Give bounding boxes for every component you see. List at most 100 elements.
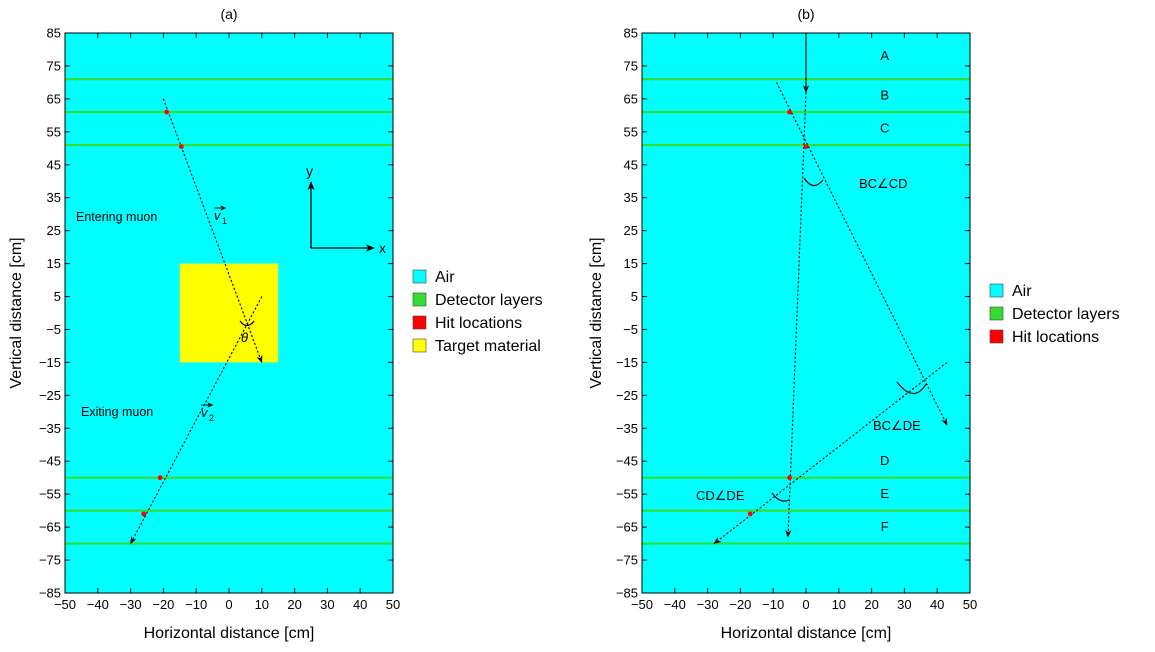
hit-location-marker: [803, 144, 809, 150]
y-tick-label: 25: [624, 223, 638, 238]
panel-a-hit-markers: [141, 109, 184, 517]
y-tick-label: 25: [47, 223, 61, 238]
x-tick-label: −30: [697, 597, 719, 612]
panel-a-v1-label: v 1: [214, 205, 227, 226]
x-tick-label: −40: [664, 597, 686, 612]
y-tick-label: 85: [47, 26, 61, 41]
panel-b-hit-markers: [747, 109, 809, 517]
hit-location-marker: [179, 144, 184, 150]
panel-a-muon-tracks: [130, 98, 263, 545]
y-tick-label: −85: [39, 586, 61, 601]
panel-a-detector-layers: [65, 78, 393, 545]
y-tick-label: −65: [616, 520, 638, 535]
panel-a-theta-arc: [239, 320, 255, 327]
y-tick-label: −5: [46, 322, 61, 337]
x-tick-label: −10: [185, 597, 207, 612]
x-tick-label: 10: [255, 597, 269, 612]
panel-a-axis-symbol-y: y: [306, 163, 313, 179]
panel-a-coordinate-axes-icon: y x: [306, 163, 386, 256]
hit-location-marker: [157, 475, 163, 481]
panel-a-v2-subscript: 2: [209, 413, 214, 423]
x-tick-label: 0: [802, 597, 809, 612]
layer-letter-label: B: [880, 88, 889, 103]
x-tick-label: 0: [225, 597, 232, 612]
hit-location-marker: [787, 475, 792, 481]
x-tick-label: 30: [897, 597, 911, 612]
legend-label-detector: Detector layers: [435, 292, 543, 309]
panel-b-y-ticks: 85 75 65 55 45 35 25 15 5 −5 −15 −25 −35 −45 −55 −65 −75…: [616, 26, 970, 601]
y-tick-label: 55: [624, 124, 638, 139]
y-tick-label: 65: [624, 91, 638, 106]
panel-a-x-ticks: −50 −40 −30 −20 −10 0 10 20 30 40 50: [54, 33, 400, 612]
panel-b-angle-arc-bc-cd: [803, 177, 824, 187]
x-tick-label: 40: [353, 597, 367, 612]
y-tick-label: 35: [47, 190, 61, 205]
y-tick-label: −25: [39, 388, 61, 403]
layer-letter-label: A: [880, 48, 889, 63]
y-tick-label: −85: [616, 586, 638, 601]
panel-a-v2-label: v 2: [201, 402, 214, 423]
x-tick-label: 30: [320, 597, 334, 612]
layer-letter-label: E: [880, 486, 889, 501]
legend-label-air: Air: [1012, 283, 1032, 300]
muon-track-line: [775, 82, 948, 426]
panel-b-y-axis-title: Vertical distance [cm]: [588, 237, 605, 388]
muon-track-line: [130, 296, 263, 545]
x-tick-label: −10: [762, 597, 784, 612]
panel-a-exiting-muon-label: Exiting muon: [81, 405, 153, 419]
y-tick-label: 15: [624, 256, 638, 271]
panel-a-legend: Air Detector layers Hit locations Target ma…: [412, 269, 543, 355]
x-tick-label: −20: [729, 597, 751, 612]
y-tick-label: 35: [624, 190, 638, 205]
y-tick-label: −35: [616, 421, 638, 436]
hit-location-marker: [141, 511, 147, 517]
muon-track-line: [162, 98, 263, 364]
legend-swatch-detector: [989, 306, 1004, 321]
y-tick-label: 75: [47, 58, 61, 73]
legend-swatch-air: [989, 283, 1004, 298]
y-tick-label: −5: [623, 322, 638, 337]
panel-a-entering-muon-label: Entering muon: [76, 210, 157, 224]
hit-location-marker: [787, 109, 792, 115]
panel-b-angle-label-bc-de: BC∠DE: [873, 418, 921, 433]
panel-a-y-ticks: 85 75 65 55 45 35 25 15 5 −5 −15 −25 −35 −45 −55 −65 −75…: [39, 26, 393, 601]
panel-a: (a) θ y x Entering muon Exiting muon v 1…: [8, 6, 400, 642]
panel-a-target-material: [179, 263, 279, 363]
panel-a-title: (a): [220, 6, 237, 22]
layer-letter-label: F: [881, 519, 889, 534]
layer-letter-label: D: [880, 453, 889, 468]
hit-location-marker: [747, 511, 753, 517]
y-tick-label: 15: [47, 256, 61, 271]
x-tick-label: 50: [963, 597, 977, 612]
y-tick-label: −35: [39, 421, 61, 436]
panel-b-angle-arc-bc-de: [896, 381, 927, 395]
panel-b-air-background: [642, 33, 970, 593]
legend-label-detector: Detector layers: [1012, 306, 1120, 323]
panel-a-v2-base: v: [201, 405, 209, 420]
x-tick-label: 10: [832, 597, 846, 612]
panel-b-angle-label-cd-de: CD∠DE: [696, 488, 745, 503]
panel-b-muon-tracks: [713, 33, 948, 545]
panel-a-theta-label: θ: [241, 330, 248, 345]
y-tick-label: −15: [39, 355, 61, 370]
panel-a-v1-base: v: [214, 208, 222, 223]
panel-b-angle-label-bc-cd: BC∠CD: [859, 176, 908, 191]
legend-swatch-air: [412, 269, 427, 284]
y-tick-label: 45: [47, 157, 61, 172]
legend-label-air: Air: [435, 269, 455, 286]
y-tick-label: 65: [47, 91, 61, 106]
y-tick-label: 5: [631, 289, 638, 304]
panel-a-y-axis-title: Vertical distance [cm]: [8, 237, 25, 388]
panel-a-v1-subscript: 1: [222, 216, 227, 226]
muon-track-line: [713, 361, 948, 545]
panel-b-title: (b): [797, 6, 814, 22]
y-tick-label: 45: [624, 157, 638, 172]
legend-swatch-hit: [412, 315, 427, 330]
panel-b-legend: Air Detector layers Hit locations: [989, 283, 1120, 346]
y-tick-label: 85: [624, 26, 638, 41]
legend-swatch-hit: [989, 329, 1004, 344]
y-tick-label: −15: [616, 355, 638, 370]
x-tick-label: −20: [152, 597, 174, 612]
